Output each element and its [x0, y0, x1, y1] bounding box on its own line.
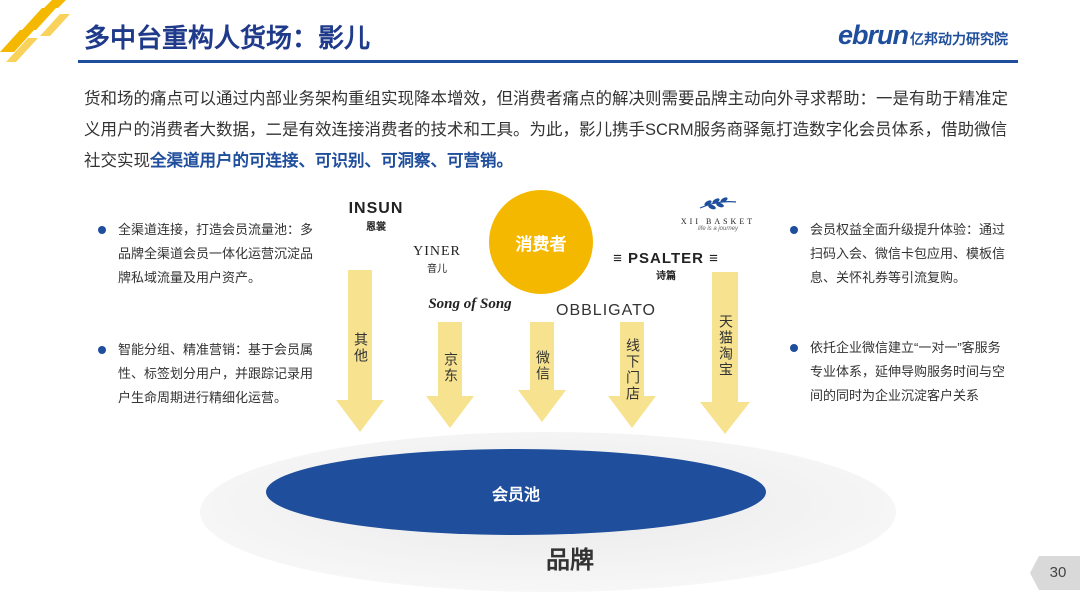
- arrow-offline: [608, 322, 656, 428]
- bullet-dot: [790, 344, 798, 352]
- page-title: 多中台重构人货场：影儿: [84, 23, 371, 53]
- left-bullet-2: 智能分组、精准营销：基于会员属性、标签划分用户，并跟踪记录用户生命周期进行精细化…: [98, 338, 314, 410]
- psalter-cn: 诗篇: [656, 271, 676, 282]
- arrow-wechat: [518, 322, 566, 422]
- basket-logo: XII BASKET life is a journey: [664, 196, 772, 232]
- logo-chinese: 亿邦动力研究院: [910, 31, 1009, 47]
- insun-cn: 恩裳: [366, 222, 386, 233]
- intro-paragraph: 货和场的痛点可以通过内部业务架构重组实现降本增效，但消费者痛点的解决则需要品牌主…: [84, 84, 1014, 177]
- consumer-circle: 消费者: [489, 190, 593, 294]
- intro-text: 货和场的痛点可以通过内部业务架构重组实现降本增效，但消费者痛点的解决则需要品牌主…: [84, 90, 1008, 170]
- psalter-lines-left-icon: ≡: [613, 250, 629, 267]
- logo-latin: ebrun: [838, 20, 909, 50]
- basket-sub: life is a journey: [697, 226, 739, 232]
- brand-base-label: 品牌: [546, 547, 594, 574]
- ebrun-logo: ebrun 亿邦动力研究院: [838, 20, 1008, 51]
- bullet-dot: [98, 226, 106, 234]
- leaf-branch-icon: [699, 197, 737, 210]
- insun-logo: INSUN 恩裳: [342, 200, 410, 233]
- arrow-tmall: [700, 272, 750, 434]
- consumer-label: 消费者: [515, 234, 567, 254]
- basket-name: XII BASKET: [680, 217, 756, 226]
- psalter-lines-right-icon: ≡: [703, 250, 719, 267]
- insun-name: INSUN: [348, 200, 404, 217]
- yiner-cn: 音儿: [427, 264, 447, 275]
- yiner-name: YINER: [413, 244, 461, 259]
- yiner-logo: YINER 音儿: [406, 244, 468, 275]
- song-of-song-logo: Song of Song: [428, 296, 512, 312]
- channel-label-wechat: 微信: [535, 350, 551, 382]
- channel-label-jd: 京东: [443, 352, 459, 384]
- obbligato-logo: OBBLIGATO: [556, 302, 656, 319]
- right-bullet-1-text: 会员权益全面升级提升体验：通过扫码入会、微信卡包应用、模板信息、关怀礼券等引流复…: [810, 222, 1006, 285]
- left-bullet-1-text: 全渠道连接，打造会员流量池：多品牌全渠道会员一体化运营沉淀品牌私域流量及用户资产…: [118, 222, 314, 285]
- channel-label-tmall: 天猫淘宝: [718, 314, 734, 378]
- page-number: 30: [1030, 556, 1080, 590]
- left-bullet-1: 全渠道连接，打造会员流量池：多品牌全渠道会员一体化运营沉淀品牌私域流量及用户资产…: [98, 218, 314, 290]
- psalter-name: PSALTER: [628, 250, 704, 267]
- right-bullet-2: 依托企业微信建立“一对一”客服务专业体系，延伸导购服务时间与空间的同时为企业沉淀…: [790, 336, 1010, 408]
- channel-label-other: 其他: [353, 332, 369, 364]
- corner-stripes-decoration: [0, 0, 70, 62]
- title-divider: [78, 60, 1018, 63]
- right-bullet-1: 会员权益全面升级提升体验：通过扫码入会、微信卡包应用、模板信息、关怀礼券等引流复…: [790, 218, 1010, 290]
- channel-label-offline: 线下门店: [625, 338, 641, 402]
- arrow-jd: [426, 322, 474, 428]
- bullet-dot: [790, 226, 798, 234]
- bullet-dot: [98, 346, 106, 354]
- arrow-other: [336, 270, 384, 432]
- left-bullet-2-text: 智能分组、精准营销：基于会员属性、标签划分用户，并跟踪记录用户生命周期进行精细化…: [118, 342, 314, 405]
- intro-highlight: 全渠道用户的可连接、可识别、可洞察、可营销。: [150, 152, 513, 170]
- member-pool-label: 会员池: [491, 487, 540, 504]
- right-bullet-2-text: 依托企业微信建立“一对一”客服务专业体系，延伸导购服务时间与空间的同时为企业沉淀…: [810, 340, 1006, 403]
- psalter-logo: ≡ PSALTER ≡ 诗篇: [604, 250, 728, 282]
- member-pool-ellipse: [266, 449, 766, 535]
